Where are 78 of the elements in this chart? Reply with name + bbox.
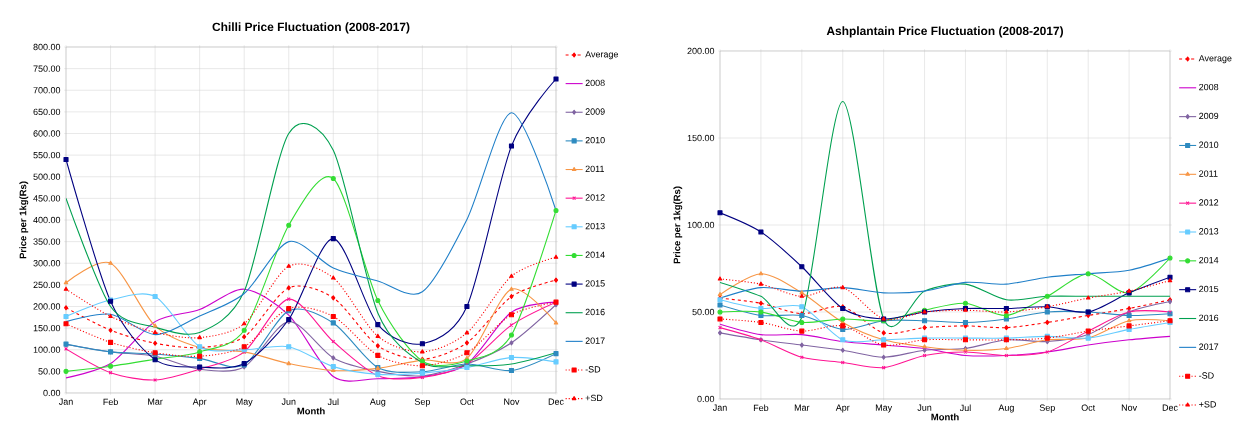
x-tick-label: Sep <box>1039 404 1055 413</box>
legend-label: 2008 <box>585 79 605 87</box>
y-tick-label: 0.00 <box>43 389 61 397</box>
x-tick-label: Jul <box>327 398 339 406</box>
x-tick-label: Jan <box>712 404 727 411</box>
y-tick-label: 600.00 <box>33 130 61 137</box>
x-tick-label: Nov <box>1121 404 1138 411</box>
x-tick-label: Feb <box>753 404 769 412</box>
y-axis-title: Price per 1kg(Rs) <box>19 181 29 259</box>
x-tick-label: Mar <box>148 398 163 405</box>
legend-label: 2015 <box>1199 285 1219 293</box>
x-tick-label: Nov <box>504 398 520 405</box>
legend-label: 2013 <box>585 222 605 230</box>
y-axis-title: Price per 1kg(Rs) <box>673 186 683 264</box>
legend-label: 2009 <box>585 108 605 115</box>
legend-label: 2011 <box>1199 170 1218 177</box>
y-tick-label: 0.00 <box>697 395 715 403</box>
y-tick-label: 250.00 <box>33 281 61 289</box>
legend-label: 2015 <box>585 280 605 287</box>
y-tick-label: 800.00 <box>33 43 61 51</box>
y-tick-label: 350.00 <box>33 238 61 245</box>
y-tick-label: 150.00 <box>33 324 61 332</box>
y-tick-label: 50.00 <box>692 308 715 316</box>
x-tick-label: Oct <box>1081 404 1096 411</box>
y-tick-label: 650.00 <box>33 108 61 116</box>
legend-label: 2017 <box>585 337 605 344</box>
x-axis-title: Month <box>297 407 325 415</box>
chart-title: Ashplantain Price Fluctuation (2008-2017) <box>826 26 1063 38</box>
x-tick-label: Jun <box>281 398 296 405</box>
y-tick-label: 700.00 <box>33 87 61 94</box>
legend-label: +SD <box>585 394 603 402</box>
legend-label: 2014 <box>1199 256 1219 264</box>
x-tick-label: Feb <box>103 398 118 406</box>
x-tick-label: Oct <box>460 398 474 405</box>
y-tick-label: 150.00 <box>687 134 715 142</box>
y-tick-label: 300.00 <box>33 260 61 267</box>
legend-label: 2017 <box>1199 343 1219 350</box>
legend-label: Average <box>585 51 619 60</box>
legend-label: 2009 <box>1199 112 1219 120</box>
x-tick-label: Jul <box>959 404 971 412</box>
y-tick-label: 500.00 <box>33 173 61 180</box>
legend-label: -SD <box>1199 372 1214 379</box>
x-tick-label: Jun <box>917 404 932 411</box>
y-tick-label: 450.00 <box>33 195 61 202</box>
x-tick-label: Dec <box>548 398 564 405</box>
x-tick-label: Sep <box>414 398 430 407</box>
chart-title: Chilli Price Fluctuation (2008-2017) <box>212 22 410 34</box>
x-tick-label: Dec <box>1162 404 1178 411</box>
x-tick-label: Mar <box>794 404 810 411</box>
legend-label: -SD <box>585 366 601 373</box>
x-tick-label: Apr <box>192 398 207 407</box>
y-tick-label: 50.00 <box>38 368 61 375</box>
x-tick-label: Jan <box>58 398 73 405</box>
y-tick-label: 200.00 <box>33 303 61 310</box>
x-tick-label: May <box>236 398 253 407</box>
legend-label: Average <box>1198 55 1232 64</box>
y-tick-label: 400.00 <box>33 216 61 224</box>
y-tick-label: 750.00 <box>33 65 61 72</box>
y-tick-label: 550.00 <box>33 151 61 159</box>
legend-label: 2013 <box>1199 228 1219 235</box>
x-axis-title: Month <box>931 413 959 421</box>
legend-label: 2012 <box>1199 199 1219 206</box>
x-tick-label: Apr <box>835 404 850 413</box>
y-tick-label: 200.00 <box>687 47 715 55</box>
legend-label: 2011 <box>585 165 605 172</box>
legend-label: +SD <box>1199 401 1216 408</box>
y-tick-label: 100.00 <box>33 346 61 353</box>
y-tick-label: 100.00 <box>687 221 715 229</box>
legend-label: 2010 <box>585 137 605 144</box>
legend-label: 2010 <box>1199 141 1219 148</box>
legend-label: 2008 <box>1199 83 1219 91</box>
legend-label: 2016 <box>1199 314 1219 321</box>
legend-label: 2012 <box>585 194 605 201</box>
x-tick-label: Aug <box>998 404 1014 413</box>
x-tick-label: Aug <box>369 398 386 407</box>
legend-label: 2014 <box>585 251 605 258</box>
legend-label: 2016 <box>585 308 605 316</box>
x-tick-label: May <box>875 404 893 413</box>
